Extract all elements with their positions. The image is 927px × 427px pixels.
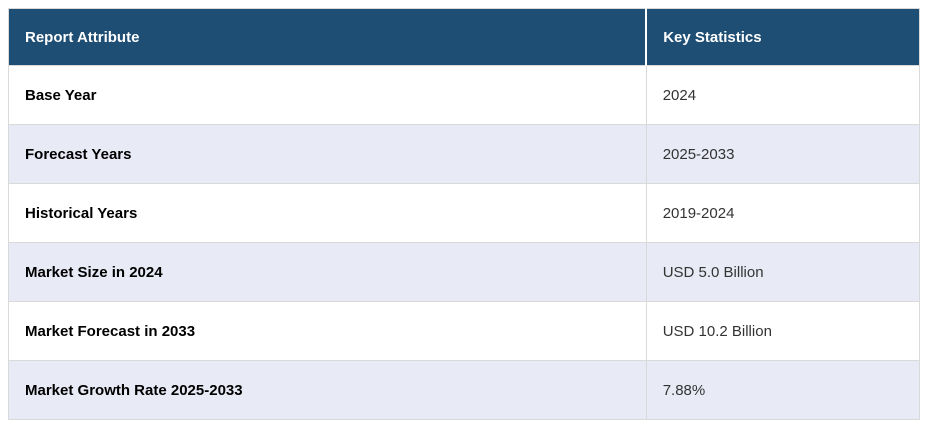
table-row: Historical Years 2019-2024 (8, 183, 920, 243)
table-row: Market Forecast in 2033 USD 10.2 Billion (8, 301, 920, 361)
value-cell: 7.88% (645, 360, 920, 420)
attribute-cell: Market Growth Rate 2025-2033 (8, 360, 647, 420)
header-cell-key-statistics: Key Statistics (645, 8, 920, 66)
header-row: Report Attribute Key Statistics (8, 8, 920, 66)
table-body: Base Year 2024 Forecast Years 2025-2033 … (8, 65, 920, 420)
table-row: Market Growth Rate 2025-2033 7.88% (8, 360, 920, 420)
attribute-cell: Base Year (8, 65, 647, 125)
attribute-cell: Market Size in 2024 (8, 242, 647, 302)
report-statistics-table: Report Attribute Key Statistics Base Yea… (8, 8, 920, 420)
value-cell: 2019-2024 (645, 183, 920, 243)
table-header: Report Attribute Key Statistics (8, 8, 920, 66)
attribute-cell: Market Forecast in 2033 (8, 301, 647, 361)
table-row: Forecast Years 2025-2033 (8, 124, 920, 184)
value-cell: USD 10.2 Billion (645, 301, 920, 361)
value-cell: 2025-2033 (645, 124, 920, 184)
table-row: Market Size in 2024 USD 5.0 Billion (8, 242, 920, 302)
header-cell-report-attribute: Report Attribute (8, 8, 647, 66)
table-row: Base Year 2024 (8, 65, 920, 125)
value-cell: USD 5.0 Billion (645, 242, 920, 302)
attribute-cell: Historical Years (8, 183, 647, 243)
value-cell: 2024 (645, 65, 920, 125)
attribute-cell: Forecast Years (8, 124, 647, 184)
